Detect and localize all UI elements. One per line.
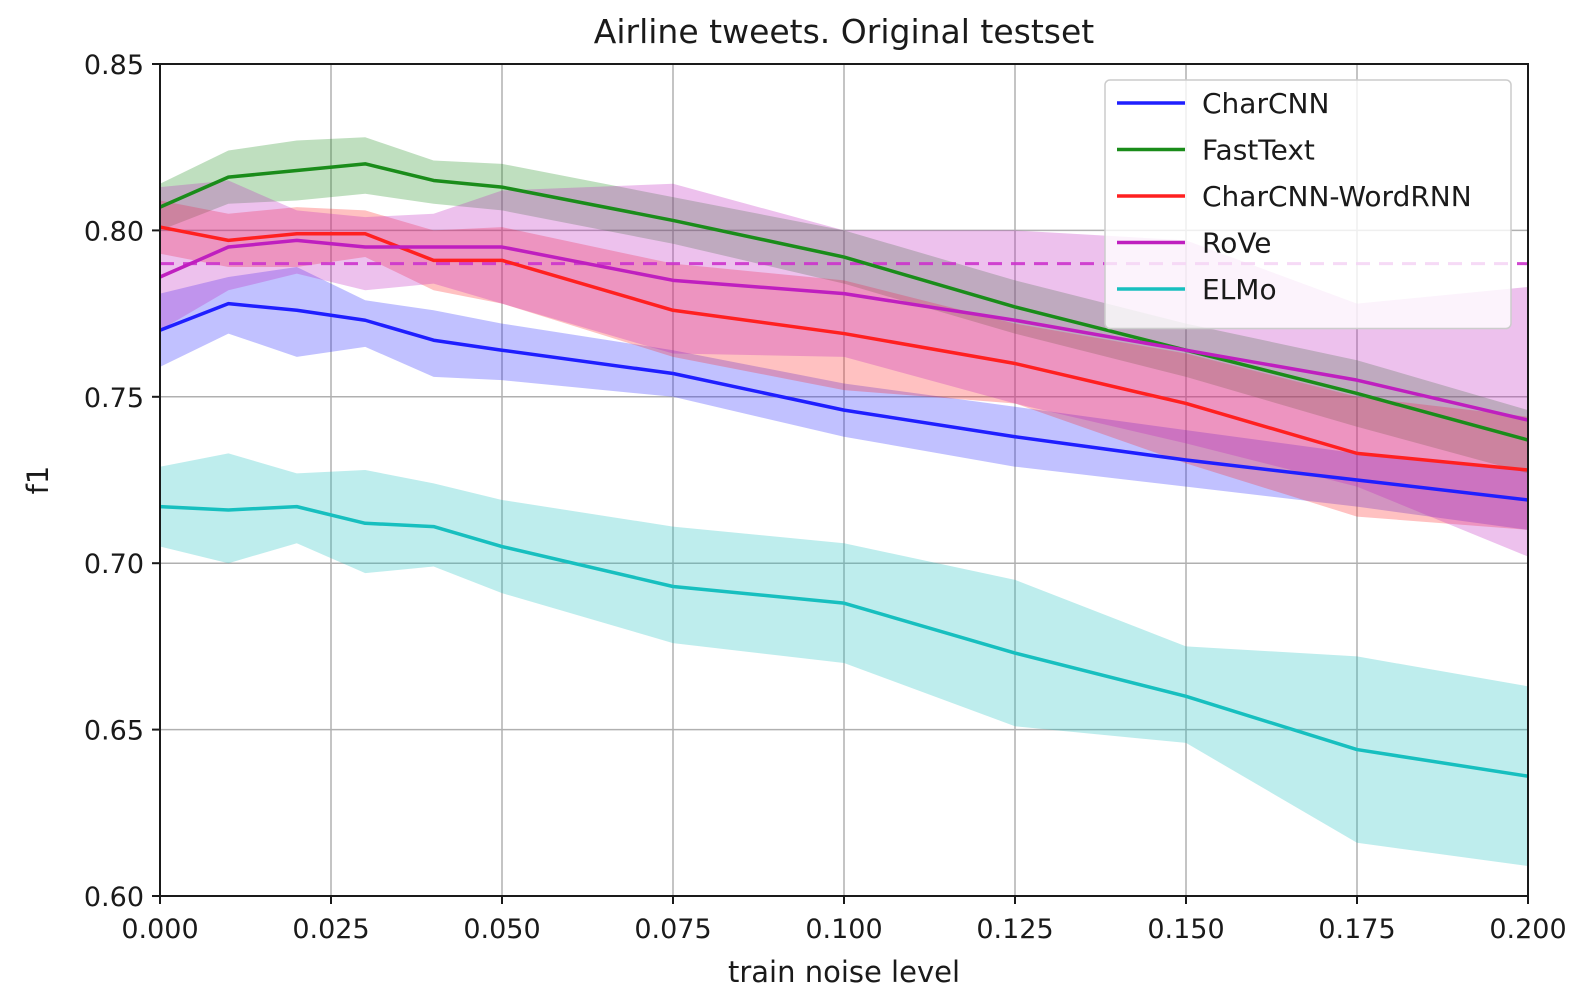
legend: CharCNN FastText CharCNN-WordRNN RoVe ELMo: [1104, 79, 1512, 330]
chart-title: Airline tweets. Original testset: [594, 12, 1094, 51]
elmo-confidence-band: [160, 453, 1528, 867]
elmo-legend-label: ELMo: [1202, 273, 1277, 306]
legend-box: [1104, 79, 1512, 330]
series-lines: [159, 162, 1529, 778]
charcnn-wordrnn-series-line: [159, 225, 1529, 472]
x-tick-label: 0.075: [634, 914, 711, 945]
fasttext-legend-label: FastText: [1202, 134, 1315, 167]
charcnn-confidence-band: [160, 267, 1528, 530]
x-tick-label: 0.100: [805, 914, 882, 945]
y-axis-ticks: 0.60 0.65 0.70 0.75 0.80 0.85: [84, 50, 160, 913]
x-tick-label: 0.175: [1318, 914, 1395, 945]
y-tick-label: 0.60: [84, 882, 144, 913]
y-tick-label: 0.80: [84, 216, 144, 247]
fasttext-series-line: [159, 162, 1529, 442]
x-tick-label: 0.050: [463, 914, 540, 945]
rove-legend-label: RoVe: [1202, 227, 1272, 260]
charcnn-wordrnn-confidence-band: [160, 200, 1528, 530]
x-tick-label: 0.200: [1489, 914, 1566, 945]
charcnn-series-line: [159, 301, 1529, 502]
x-tick-label: 0.125: [976, 914, 1053, 945]
x-tick-label: 0.025: [292, 914, 369, 945]
rove-series-line: [159, 238, 1529, 422]
x-axis-label: train noise level: [728, 955, 960, 989]
charcnn-legend-label: CharCNN: [1202, 87, 1329, 120]
y-tick-label: 0.65: [84, 716, 144, 747]
y-tick-label: 0.70: [84, 549, 144, 580]
x-axis-ticks: 0.000 0.025 0.050 0.075 0.100 0.125 0.150 0.175…: [121, 896, 1567, 945]
charcnn-wordrnn-legend-label: CharCNN-WordRNN: [1202, 180, 1472, 213]
y-tick-label: 0.75: [84, 383, 144, 414]
elmo-series-line: [159, 504, 1529, 778]
x-tick-label: 0.150: [1147, 914, 1224, 945]
y-tick-label: 0.85: [84, 50, 144, 81]
x-tick-label: 0.000: [121, 914, 198, 945]
y-axis-label: f1: [21, 466, 55, 495]
